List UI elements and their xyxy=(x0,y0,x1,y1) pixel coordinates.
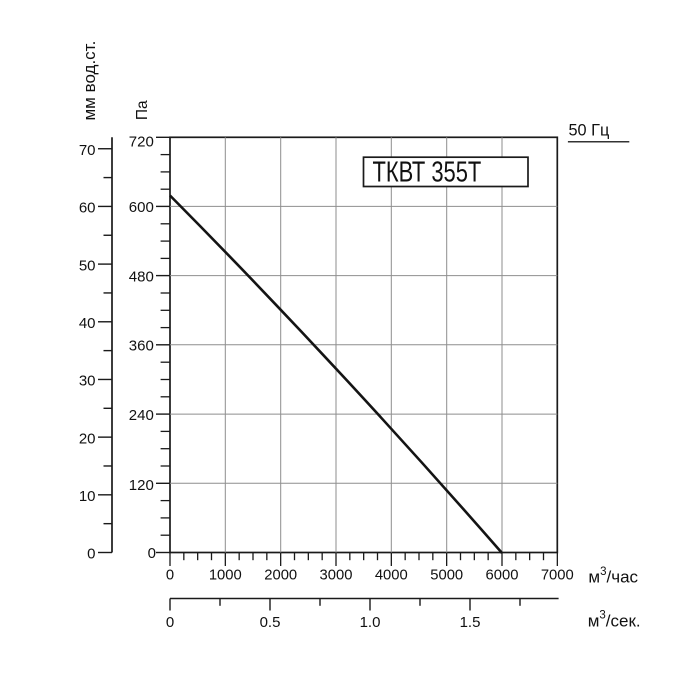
svg-text:20: 20 xyxy=(79,430,96,447)
svg-text:0: 0 xyxy=(166,567,174,583)
svg-text:6000: 6000 xyxy=(486,567,519,583)
svg-text:70: 70 xyxy=(79,142,96,159)
svg-text:50: 50 xyxy=(79,257,96,274)
svg-text:2000: 2000 xyxy=(264,567,297,583)
svg-text:40: 40 xyxy=(79,315,96,332)
svg-text:60: 60 xyxy=(79,200,96,217)
svg-text:0: 0 xyxy=(166,614,174,631)
svg-text:ТКВТ 355Т: ТКВТ 355Т xyxy=(373,157,482,189)
svg-text:Па: Па xyxy=(134,100,151,120)
svg-text:м3/час: м3/час xyxy=(588,566,638,587)
svg-text:м3/сек.: м3/сек. xyxy=(588,610,641,631)
svg-text:120: 120 xyxy=(129,477,154,494)
svg-text:0: 0 xyxy=(87,546,95,563)
svg-text:30: 30 xyxy=(79,373,96,390)
svg-text:480: 480 xyxy=(129,268,154,285)
svg-text:50 Гц: 50 Гц xyxy=(569,122,610,140)
svg-text:7000: 7000 xyxy=(541,567,574,583)
svg-text:4000: 4000 xyxy=(375,567,408,583)
svg-text:1000: 1000 xyxy=(209,567,242,583)
svg-text:мм вод.ст.: мм вод.ст. xyxy=(80,41,99,121)
svg-text:0.5: 0.5 xyxy=(260,614,281,631)
svg-text:360: 360 xyxy=(129,338,154,355)
svg-text:3000: 3000 xyxy=(320,567,353,583)
svg-text:240: 240 xyxy=(129,407,154,424)
svg-text:5000: 5000 xyxy=(430,567,463,583)
svg-text:0: 0 xyxy=(148,545,156,562)
svg-text:1.5: 1.5 xyxy=(460,614,481,631)
svg-text:720: 720 xyxy=(129,133,154,150)
svg-text:600: 600 xyxy=(129,199,154,216)
svg-text:1.0: 1.0 xyxy=(360,614,381,631)
svg-text:10: 10 xyxy=(79,488,96,505)
